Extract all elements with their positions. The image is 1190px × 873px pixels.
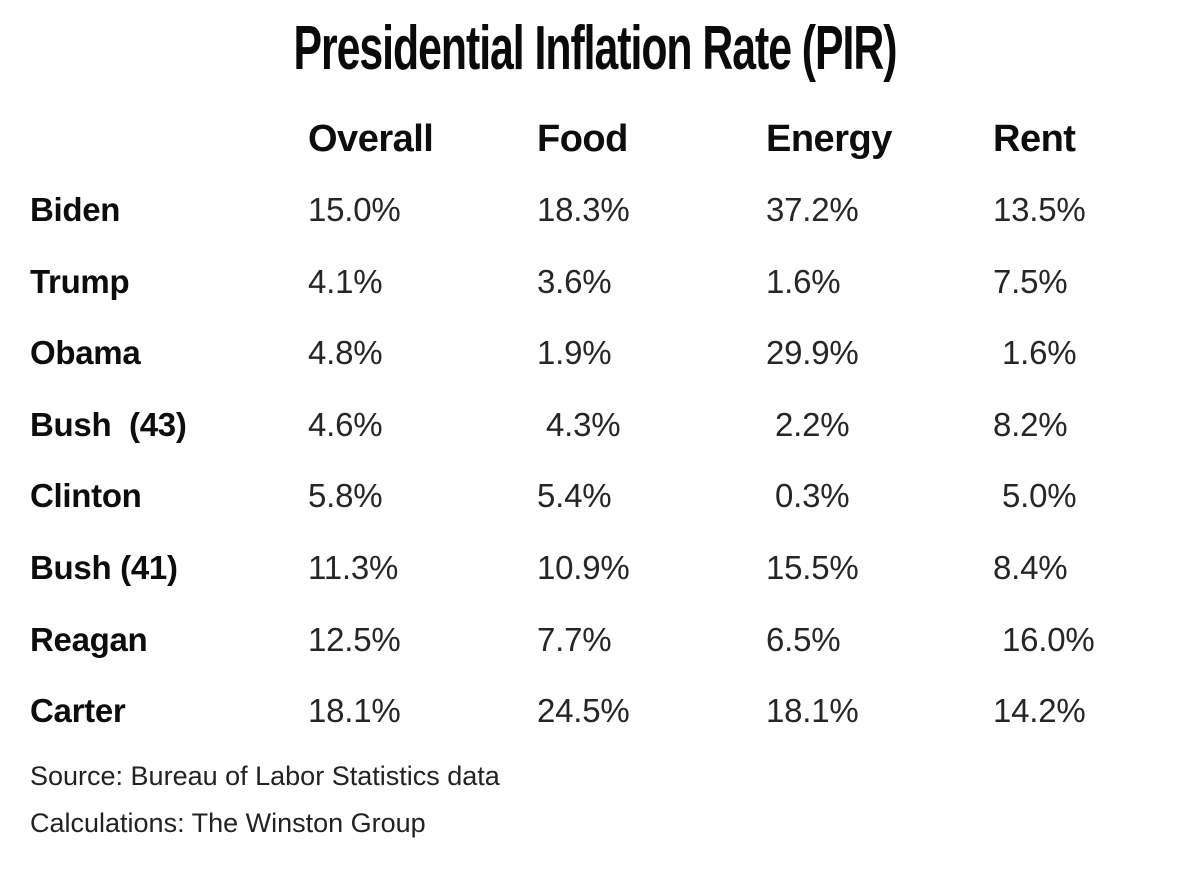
value-cell: 4.6% [308,405,383,443]
value-cell: 6.5% [766,620,841,658]
value-cell: 5.8% [308,477,383,515]
value-cell: 4.8% [308,334,383,372]
row-label: Biden [30,191,121,228]
value-cell: 24.5% [537,692,630,730]
value-cell: 18.3% [537,191,630,228]
value-cell: 15.5% [766,548,859,586]
value-cell: 4.1% [308,262,383,300]
value-cell: 16.0% [993,620,1095,658]
value-cell: 14.2% [993,692,1086,730]
row-label: Reagan [30,620,148,658]
value-cell: 7.5% [993,262,1068,300]
column-header-energy: Energy [766,118,892,160]
corner-cell [30,111,308,191]
column-header-overall: Overall [308,118,434,160]
value-cell: 4.3% [537,405,621,443]
value-cell: 2.2% [766,405,850,443]
value-cell: 15.0% [308,191,401,228]
value-cell: 1.6% [766,262,841,300]
value-cell: 10.9% [537,548,630,586]
value-cell: 12.5% [308,620,401,658]
row-label: Bush (41) [30,548,178,586]
value-cell: 11.3% [308,548,399,586]
value-cell: 1.6% [993,334,1077,372]
value-cell: 0.3% [766,477,850,515]
column-header-food: Food [537,118,628,160]
row-label: Bush (43) [30,405,187,443]
value-cell: 29.9% [766,334,859,372]
value-cell: 13.5% [993,191,1086,228]
calculations-line: Calculations: The Winston Group [30,808,426,838]
pir-table: Overall Food Energy Rent Biden 15.0% 18.… [30,111,1190,764]
page-title: Presidential Inflation Rate (PIR) [293,14,898,83]
column-header-rent: Rent [993,118,1076,160]
row-label: Carter [30,692,126,730]
value-cell: 7.7% [537,620,612,658]
row-label: Obama [30,334,141,372]
source-line: Source: Bureau of Labor Statistics data [30,761,500,791]
value-cell: 8.4% [993,548,1068,586]
value-cell: 5.0% [993,477,1077,515]
value-cell: 1.9% [537,334,612,372]
value-cell: 18.1% [308,692,401,730]
row-label: Clinton [30,477,142,515]
value-cell: 5.4% [537,477,612,515]
value-cell: 18.1% [766,692,859,730]
row-label: Trump [30,262,130,300]
value-cell: 3.6% [537,262,612,300]
value-cell: 8.2% [993,405,1068,443]
value-cell: 37.2% [766,191,859,228]
